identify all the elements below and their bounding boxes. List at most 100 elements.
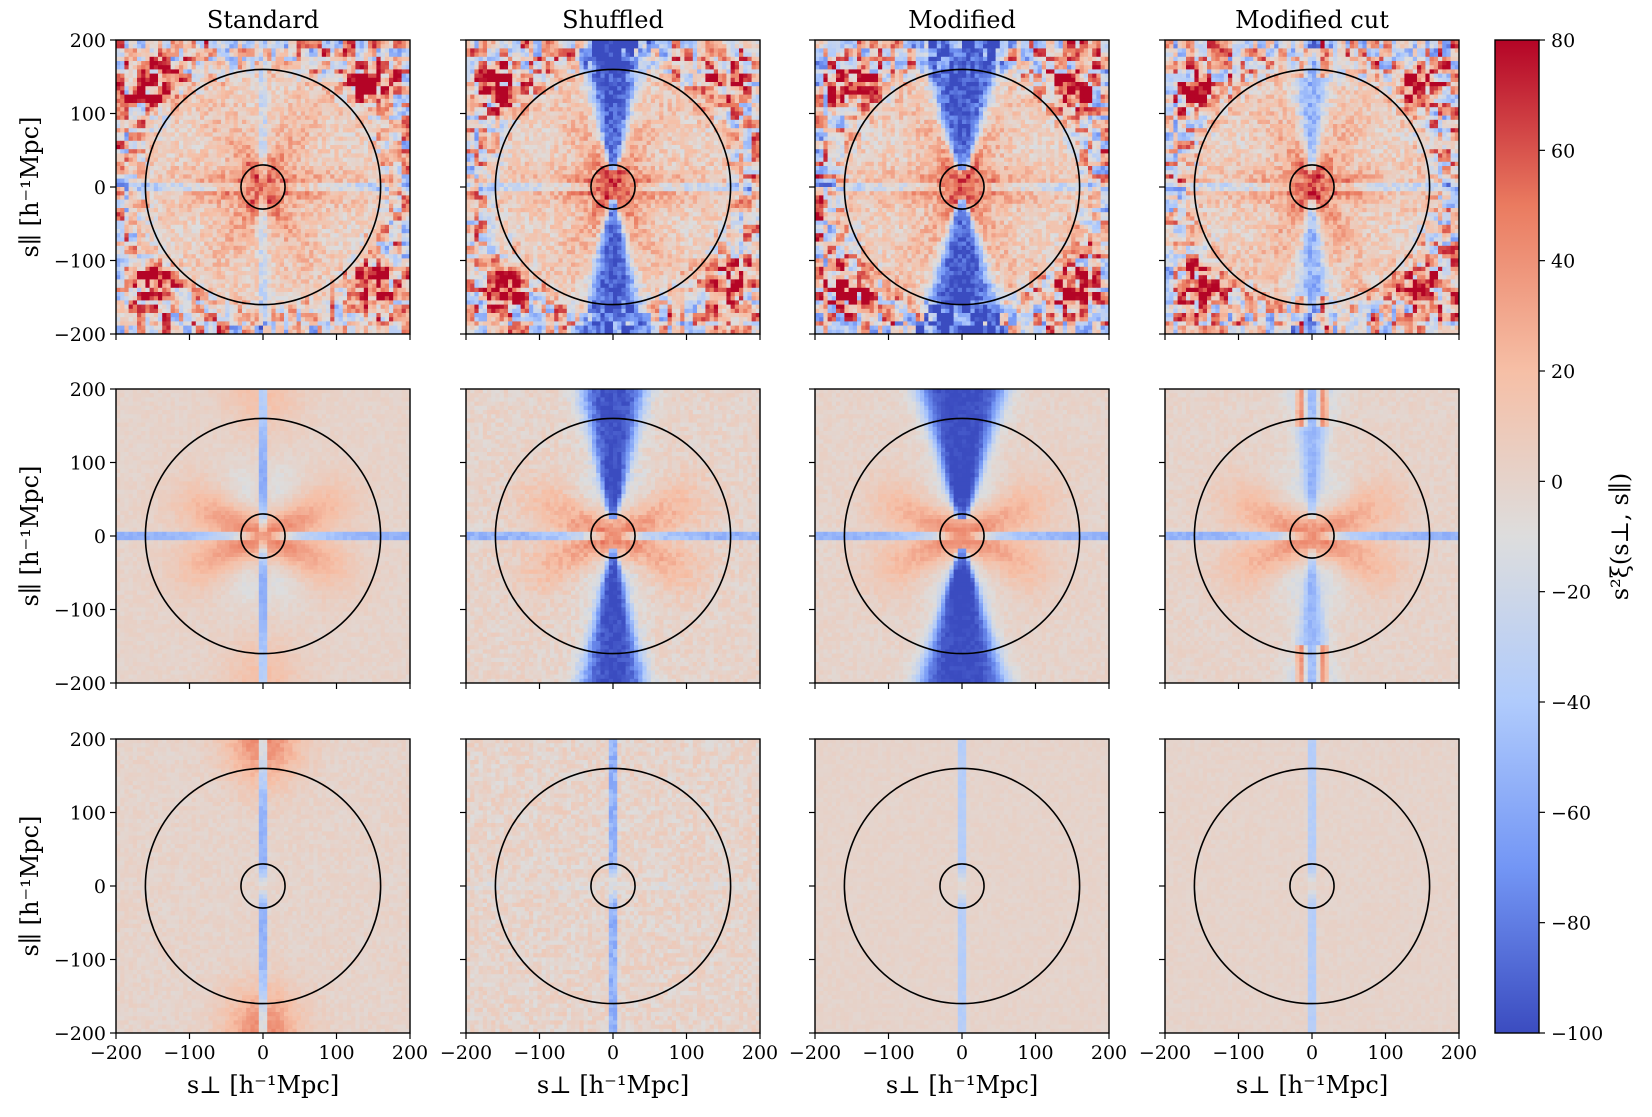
heatmap-cell xyxy=(343,120,348,125)
heatmap-cell xyxy=(154,82,159,87)
heatmap-cell xyxy=(150,120,155,125)
heatmap-cell xyxy=(376,61,381,66)
heatmap-cell xyxy=(330,162,335,167)
heatmap-cell xyxy=(305,137,310,142)
heatmap-cell xyxy=(192,78,197,83)
heatmap-cell xyxy=(381,111,386,116)
heatmap-cell xyxy=(158,107,163,112)
heatmap-cell xyxy=(276,132,281,137)
heatmap-cell xyxy=(305,116,310,121)
heatmap-cell xyxy=(192,191,197,196)
heatmap-cell xyxy=(397,53,402,58)
heatmap-cell xyxy=(255,187,260,192)
heatmap-cell xyxy=(288,137,293,142)
heatmap-cell xyxy=(301,153,306,158)
heatmap-cell xyxy=(158,74,163,79)
heatmap-cell xyxy=(389,82,394,87)
heatmap-cell xyxy=(166,74,171,79)
heatmap-cell xyxy=(255,99,260,104)
heatmap-cell xyxy=(200,158,205,163)
heatmap-cell xyxy=(330,78,335,83)
heatmap-cell xyxy=(238,82,243,87)
heatmap-cell xyxy=(129,149,134,154)
heatmap-cell xyxy=(158,86,163,91)
heatmap-cell xyxy=(309,95,314,100)
heatmap-cell xyxy=(280,48,285,53)
heatmap-cell xyxy=(225,187,230,192)
heatmap-cell xyxy=(305,166,310,171)
heatmap-cell xyxy=(364,170,369,175)
heatmap-cell xyxy=(376,103,381,108)
heatmap-cell xyxy=(372,69,377,74)
heatmap-cell xyxy=(318,174,323,179)
heatmap-cell xyxy=(271,103,276,108)
heatmap-cell xyxy=(141,170,146,175)
heatmap-cell xyxy=(166,141,171,146)
heatmap-cell xyxy=(393,65,398,70)
heatmap-cell xyxy=(225,78,230,83)
heatmap-cell xyxy=(187,153,192,158)
heatmap-cell xyxy=(389,107,394,112)
heatmap-cell xyxy=(397,153,402,158)
heatmap-cell xyxy=(397,48,402,53)
heatmap-cell xyxy=(217,149,222,154)
heatmap-cell xyxy=(402,82,407,87)
heatmap-cell xyxy=(402,145,407,150)
heatmap-cell xyxy=(171,74,176,79)
heatmap-cell xyxy=(246,95,251,100)
heatmap-cell xyxy=(292,90,297,95)
heatmap-cell xyxy=(309,53,314,58)
heatmap-cell xyxy=(326,48,331,53)
heatmap-cell xyxy=(255,82,260,87)
heatmap-cell xyxy=(402,166,407,171)
heatmap-cell xyxy=(217,145,222,150)
heatmap-cell xyxy=(360,195,365,200)
heatmap-cell xyxy=(355,187,360,192)
heatmap-cell xyxy=(129,183,134,188)
heatmap-cell xyxy=(280,158,285,163)
heatmap-cell xyxy=(183,69,188,74)
heatmap-cell xyxy=(158,120,163,125)
heatmap-cell xyxy=(141,200,146,205)
heatmap-cell xyxy=(246,191,251,196)
heatmap-cell xyxy=(381,153,386,158)
heatmap-cell xyxy=(133,120,138,125)
heatmap-cell xyxy=(162,74,167,79)
heatmap-cell xyxy=(389,69,394,74)
heatmap-cell xyxy=(137,183,142,188)
heatmap-cell xyxy=(301,137,306,142)
heatmap-cell xyxy=(225,174,230,179)
heatmap-cell xyxy=(351,137,356,142)
heatmap-cell xyxy=(393,99,398,104)
heatmap-cell xyxy=(360,191,365,196)
heatmap-cell xyxy=(158,166,163,171)
heatmap-cell xyxy=(200,183,205,188)
heatmap-cell xyxy=(162,195,167,200)
heatmap-cell xyxy=(221,103,226,108)
heatmap-cell xyxy=(297,90,302,95)
heatmap-cell xyxy=(225,86,230,91)
heatmap-cell xyxy=(313,187,318,192)
heatmap-cell xyxy=(267,120,272,125)
heatmap-cell xyxy=(137,124,142,129)
heatmap-cell xyxy=(330,195,335,200)
heatmap-cell xyxy=(301,44,306,49)
heatmap-cell xyxy=(133,107,138,112)
heatmap-cell xyxy=(288,120,293,125)
heatmap-cell xyxy=(389,158,394,163)
heatmap-cell xyxy=(162,103,167,108)
heatmap-cell xyxy=(305,145,310,150)
heatmap-cell xyxy=(347,99,352,104)
heatmap-cell xyxy=(343,162,348,167)
heatmap-cell xyxy=(221,128,226,133)
heatmap-cell xyxy=(208,132,213,137)
heatmap-cell xyxy=(313,183,318,188)
heatmap-cell xyxy=(284,48,289,53)
heatmap-cell xyxy=(225,69,230,74)
heatmap-cell xyxy=(389,86,394,91)
heatmap-cell xyxy=(297,183,302,188)
heatmap-cell xyxy=(309,200,314,205)
heatmap-cell xyxy=(154,166,159,171)
heatmap-cell xyxy=(208,69,213,74)
heatmap-cell xyxy=(171,158,176,163)
